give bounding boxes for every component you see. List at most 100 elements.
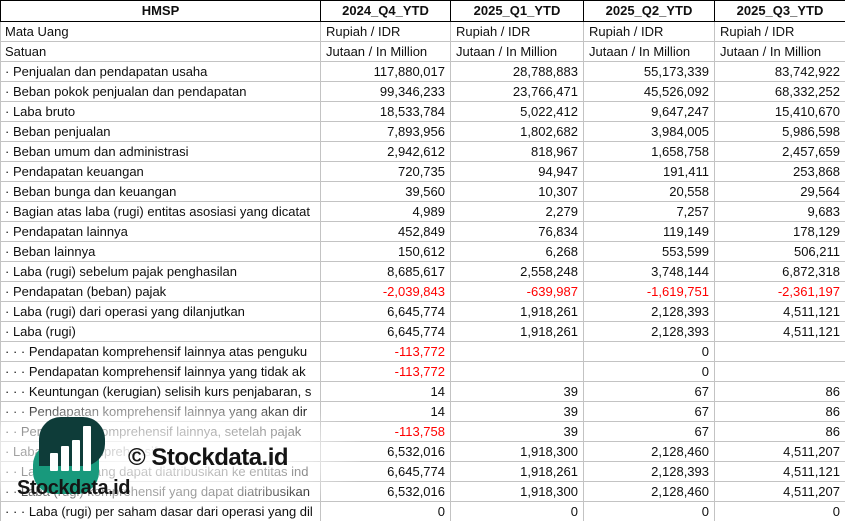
table-row: · Penjualan dan pendapatan usaha 117,880,…	[0, 61, 845, 82]
cell-value: Rupiah / IDR	[714, 21, 845, 42]
cell-value: 76,834	[450, 221, 584, 242]
cell-value: 55,173,339	[583, 61, 715, 82]
table-row: · Pendapatan lainnya 452,849 76,834 119,149…	[0, 221, 845, 242]
table-row: · · · Laba (rugi) per saham dasar dari o…	[0, 501, 845, 521]
cell-value: 2,128,393	[583, 321, 715, 342]
cell-value: 553,599	[583, 241, 715, 262]
cell-value: 9,647,247	[583, 101, 715, 122]
cell-value: 4,511,207	[714, 441, 845, 462]
row-label: · Beban lainnya	[0, 241, 321, 262]
row-label: · Pendapatan (beban) pajak	[0, 281, 321, 302]
cell-value: 83,742,922	[714, 61, 845, 82]
cell-value: 18,533,784	[320, 101, 451, 122]
cell-value: 8,685,617	[320, 261, 451, 282]
row-label: · Laba bruto	[0, 101, 321, 122]
period-header: 2025_Q3_YTD	[714, 0, 845, 22]
cell-value	[450, 361, 584, 382]
cell-value: 4,989	[320, 201, 451, 222]
row-label: · Pendapatan keuangan	[0, 161, 321, 182]
cell-value	[714, 361, 845, 382]
cell-value: 14	[320, 381, 451, 402]
cell-value: 1,918,300	[450, 481, 584, 502]
cell-value: 7,257	[583, 201, 715, 222]
row-label: · Pendapatan lainnya	[0, 221, 321, 242]
period-header: 2025_Q1_YTD	[450, 0, 584, 22]
cell-value: 2,128,460	[583, 481, 715, 502]
table-row: · · · Keuntungan (kerugian) selisih kurs…	[0, 381, 845, 402]
bar-chart-icon	[50, 417, 91, 471]
cell-value: 150,612	[320, 241, 451, 262]
cell-value: 6,645,774	[320, 301, 451, 322]
table-row: · Laba bruto 18,533,784 5,022,412 9,647,247…	[0, 101, 845, 122]
row-label: · Penjualan dan pendapatan usaha	[0, 61, 321, 82]
table-row: Satuan Jutaan / In Million Jutaan / In Mil…	[0, 41, 845, 62]
cell-value: 6,532,016	[320, 481, 451, 502]
table-row: · Laba (rugi) 6,645,774 1,918,261 2,128,393…	[0, 321, 845, 342]
cell-value: 0	[714, 501, 845, 521]
cell-value: Rupiah / IDR	[583, 21, 715, 42]
row-label: · Laba (rugi) sebelum pajak penghasilan	[0, 261, 321, 282]
company-header: HMSP	[0, 0, 321, 22]
period-header: 2024_Q4_YTD	[320, 0, 451, 22]
row-label: · · · Laba (rugi) per saham dasar dari o…	[0, 501, 321, 521]
cell-value: 506,211	[714, 241, 845, 262]
cell-value: 1,802,682	[450, 121, 584, 142]
cell-value: -2,361,197	[714, 281, 845, 302]
cell-value: 5,986,598	[714, 121, 845, 142]
watermark-brand: Stockdata.id	[17, 477, 130, 499]
cell-value: 1,918,261	[450, 321, 584, 342]
row-label: Mata Uang	[0, 21, 321, 42]
cell-value: 14	[320, 401, 451, 422]
cell-value: Rupiah / IDR	[320, 21, 451, 42]
cell-value: 1,658,758	[583, 141, 715, 162]
cell-value: Rupiah / IDR	[450, 21, 584, 42]
table-row: · Pendapatan (beban) pajak -2,039,843 -639…	[0, 281, 845, 302]
cell-value: 39	[450, 381, 584, 402]
cell-value: Jutaan / In Million	[320, 41, 451, 62]
table-row: · Beban umum dan administrasi 2,942,612 81…	[0, 141, 845, 162]
cell-value: 9,683	[714, 201, 845, 222]
cell-value: 0	[583, 361, 715, 382]
cell-value: 178,129	[714, 221, 845, 242]
cell-value: 4,511,121	[714, 321, 845, 342]
cell-value: 28,788,883	[450, 61, 584, 82]
cell-value	[450, 341, 584, 362]
watermark-copyright: © Stockdata.id	[128, 444, 289, 471]
cell-value: 1,918,261	[450, 461, 584, 482]
cell-value: Jutaan / In Million	[714, 41, 845, 62]
row-label: Satuan	[0, 41, 321, 62]
cell-value: 2,128,460	[583, 441, 715, 462]
cell-value: -113,772	[320, 341, 451, 362]
cell-value: 4,511,121	[714, 461, 845, 482]
cell-value: 1,918,261	[450, 301, 584, 322]
cell-value: 119,149	[583, 221, 715, 242]
cell-value: 3,748,144	[583, 261, 715, 282]
table-row: · Beban pokok penjualan dan pendapatan 99…	[0, 81, 845, 102]
row-label: · · · Pendapatan komprehensif lainnya at…	[0, 341, 321, 362]
cell-value: 86	[714, 401, 845, 422]
cell-value: -113,772	[320, 361, 451, 382]
period-header: 2025_Q2_YTD	[583, 0, 715, 22]
cell-value: 2,279	[450, 201, 584, 222]
table-row: · Beban penjualan 7,893,956 1,802,682 3,984…	[0, 121, 845, 142]
cell-value: 2,558,248	[450, 261, 584, 282]
cell-value: 2,457,659	[714, 141, 845, 162]
table-row: Mata Uang Rupiah / IDR Rupiah / IDR Rupiah …	[0, 21, 845, 42]
cell-value: 10,307	[450, 181, 584, 202]
cell-value: 191,411	[583, 161, 715, 182]
cell-value: Jutaan / In Million	[583, 41, 715, 62]
cell-value: 86	[714, 381, 845, 402]
stockdata-logo-icon	[33, 417, 105, 494]
cell-value	[714, 341, 845, 362]
row-label: · Laba (rugi) dari operasi yang dilanjut…	[0, 301, 321, 322]
table-row: · · Pendapatan komprehensif lainnya, set…	[0, 421, 845, 442]
cell-value: 20,558	[583, 181, 715, 202]
row-label: · Beban pokok penjualan dan pendapatan	[0, 81, 321, 102]
cell-value: 720,735	[320, 161, 451, 182]
cell-value: 15,410,670	[714, 101, 845, 122]
cell-value: 29,564	[714, 181, 845, 202]
row-label: · Bagian atas laba (rugi) entitas asosia…	[0, 201, 321, 222]
table-row: · Laba (rugi) dari operasi yang dilanjut…	[0, 301, 845, 322]
header-row: HMSP 2024_Q4_YTD 2025_Q1_YTD 2025_Q2_YTD 20…	[0, 0, 845, 22]
